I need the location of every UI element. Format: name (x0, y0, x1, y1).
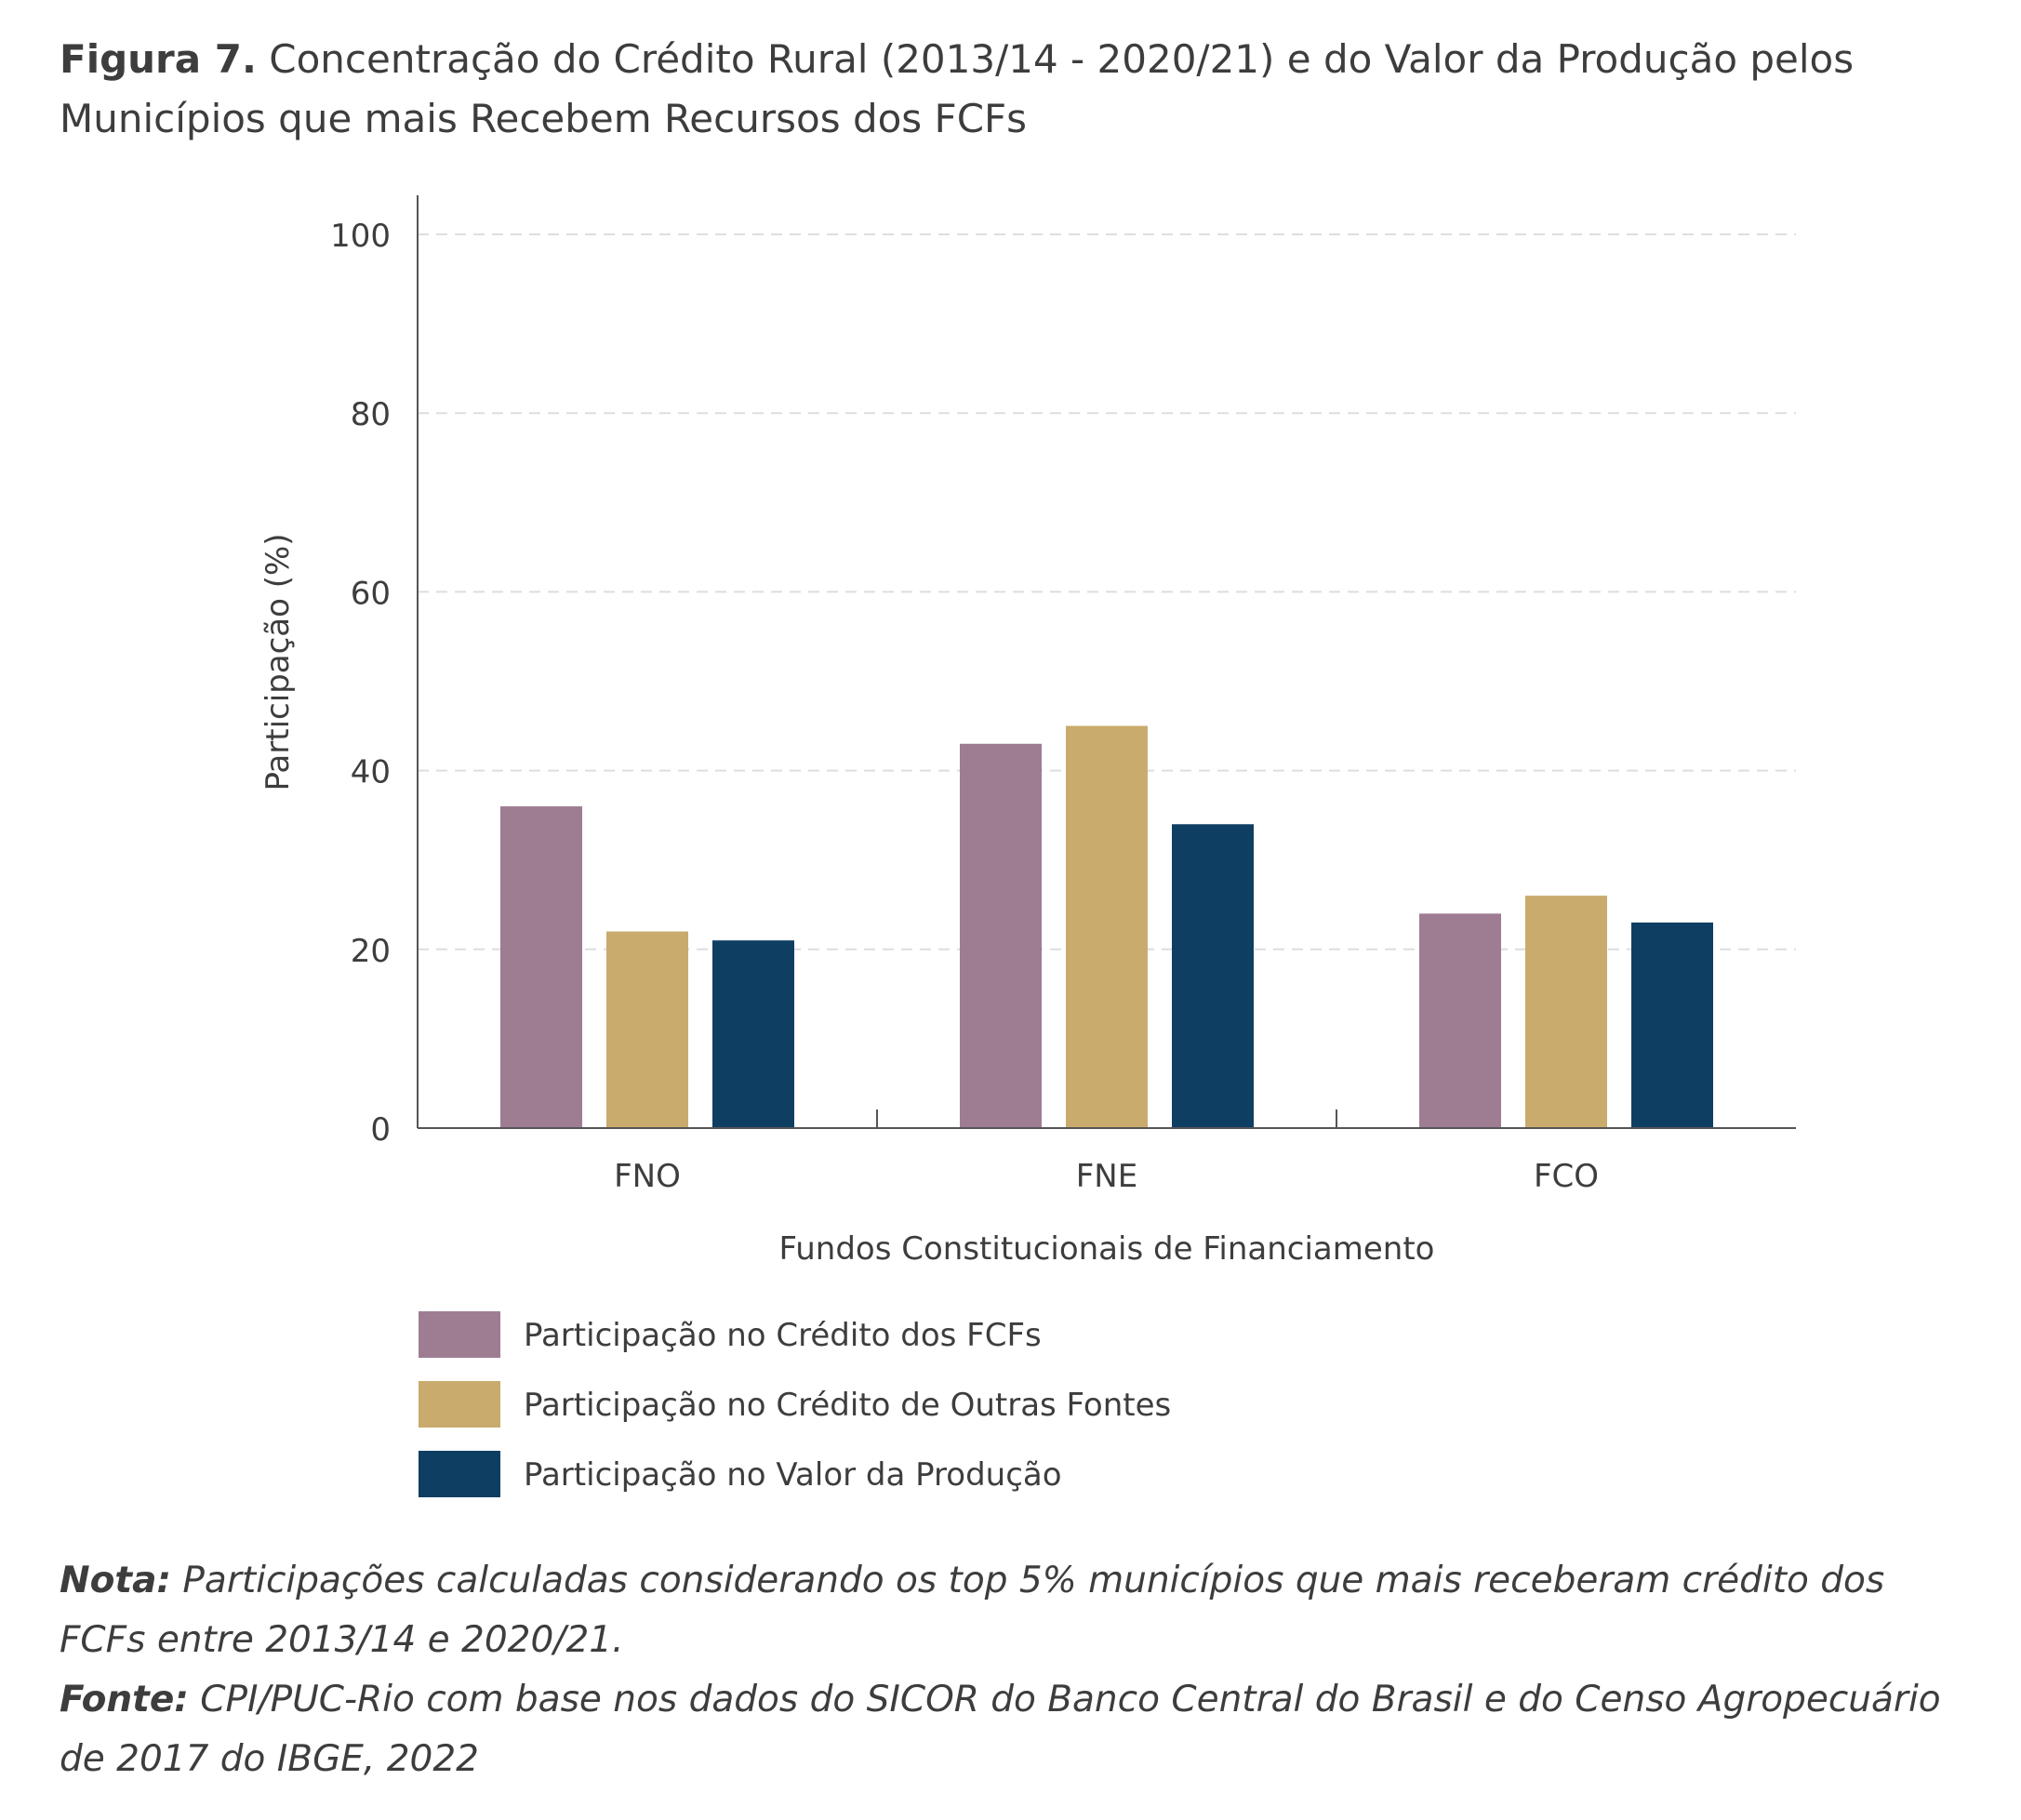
legend-swatch-2 (419, 1381, 500, 1428)
legend-label-1: Participação no Crédito dos FCFs (524, 1317, 1042, 1354)
y-tick-label: 100 (330, 218, 391, 255)
bar-chart: 0 20 40 60 80 100 FNO FNE FCO Participação (%) F… (259, 195, 1796, 1497)
x-tick-label: FNE (1076, 1158, 1137, 1195)
nota-label: Nota: (60, 1560, 171, 1601)
fonte-text: CPI/PUC-Rio com base nos dados do SICOR … (60, 1679, 1941, 1780)
tick-labels: 0 20 40 60 80 100 FNO FNE FCO (330, 218, 1599, 1195)
bar-fno-series-3 (712, 940, 794, 1128)
bar-fno-series-2 (606, 931, 688, 1128)
bar-fne-series-1 (960, 743, 1042, 1128)
bar-fco-series-3 (1631, 922, 1713, 1128)
bars (500, 725, 1713, 1128)
fonte-label: Fonte: (60, 1679, 189, 1720)
y-tick-label: 60 (351, 575, 391, 612)
figure-label: Figura 7. (60, 36, 257, 82)
notes-section: Nota: Participações calculadas considera… (60, 1551, 1975, 1789)
bar-fne-series-3 (1172, 824, 1254, 1128)
y-tick-label: 80 (351, 396, 391, 433)
y-tick-label: 40 (351, 754, 391, 791)
figure-title-text: Concentração do Crédito Rural (2013/14 -… (60, 36, 1855, 141)
y-tick-label: 20 (351, 933, 391, 970)
y-axis-label: Participação (%) (259, 533, 297, 790)
figure-title: Figura 7. Concentração do Crédito Rural … (60, 30, 1975, 149)
nota-text: Participações calculadas considerando os… (60, 1560, 1885, 1661)
fonte-paragraph: Fonte: CPI/PUC-Rio com base nos dados do… (60, 1670, 1975, 1789)
bar-fco-series-1 (1419, 913, 1501, 1128)
bar-fco-series-2 (1525, 896, 1607, 1128)
x-axis-label: Fundos Constitucionais de Financiamento (779, 1230, 1435, 1268)
bar-fno-series-1 (500, 806, 582, 1128)
y-tick-label: 0 (370, 1111, 391, 1149)
legend-swatch-3 (419, 1451, 500, 1497)
axes (417, 195, 1796, 1129)
x-tick-label: FCO (1534, 1158, 1599, 1195)
legend: Participação no Crédito dos FCFs Particip… (419, 1311, 1171, 1497)
legend-label-2: Participação no Crédito de Outras Fontes (524, 1387, 1171, 1424)
x-tick-label: FNO (614, 1158, 681, 1195)
legend-swatch-1 (419, 1311, 500, 1358)
nota-paragraph: Nota: Participações calculadas considera… (60, 1551, 1975, 1670)
bar-fne-series-2 (1066, 725, 1148, 1128)
legend-label-3: Participação no Valor da Produção (524, 1456, 1062, 1494)
